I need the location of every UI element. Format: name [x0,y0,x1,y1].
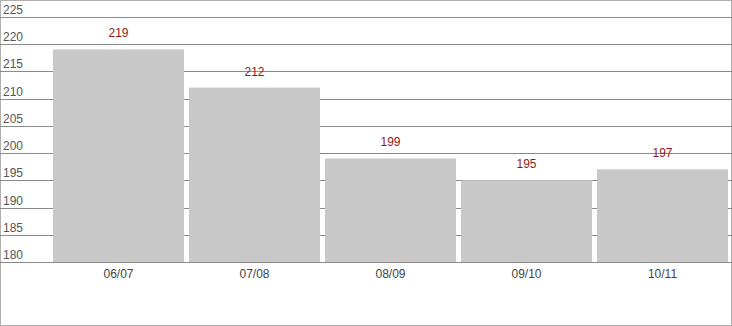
y-tick-label: 180 [3,248,23,262]
y-tick-label: 190 [3,194,23,208]
y-tick-label: 225 [3,3,23,17]
data-label: 199 [380,135,400,149]
y-tick-label: 220 [3,30,23,44]
data-label: 219 [108,26,128,40]
chart-svg: 1801851901952002052102152202252192121991… [0,0,732,326]
x-axis: 06/07 07/08 08/09 09/10 10/11 [103,267,677,281]
bars [53,49,728,262]
y-tick-label: 215 [3,57,23,71]
x-tick-label: 08/09 [375,267,405,281]
y-tick-label: 210 [3,85,23,99]
bar [189,88,320,262]
y-axis: 180 185 190 195 200 205 210 215 220 225 [0,3,732,263]
x-axis-line [0,262,732,263]
data-label: 212 [244,65,264,79]
bar [461,180,592,262]
y-tick-label: 185 [3,221,23,235]
bar [597,169,728,262]
bar [53,49,184,262]
grid-line [0,17,732,18]
grid-line [0,262,732,263]
y-tick-label: 205 [3,112,23,126]
y-tick-label: 195 [3,166,23,180]
data-labels: 219 212 199 195 197 [108,26,672,171]
chart-container: 1801851901952002052102152202252192121991… [0,0,732,326]
grid-line [0,44,732,45]
x-tick-label: 10/11 [648,267,677,281]
x-tick-label: 06/07 [103,267,133,281]
data-label: 197 [652,146,672,160]
x-tick-label: 09/10 [511,267,541,281]
y-tick-label: 200 [3,139,23,153]
x-tick-label: 07/08 [239,267,269,281]
data-label: 195 [516,157,536,171]
bar [325,158,456,262]
frame [1,1,732,326]
